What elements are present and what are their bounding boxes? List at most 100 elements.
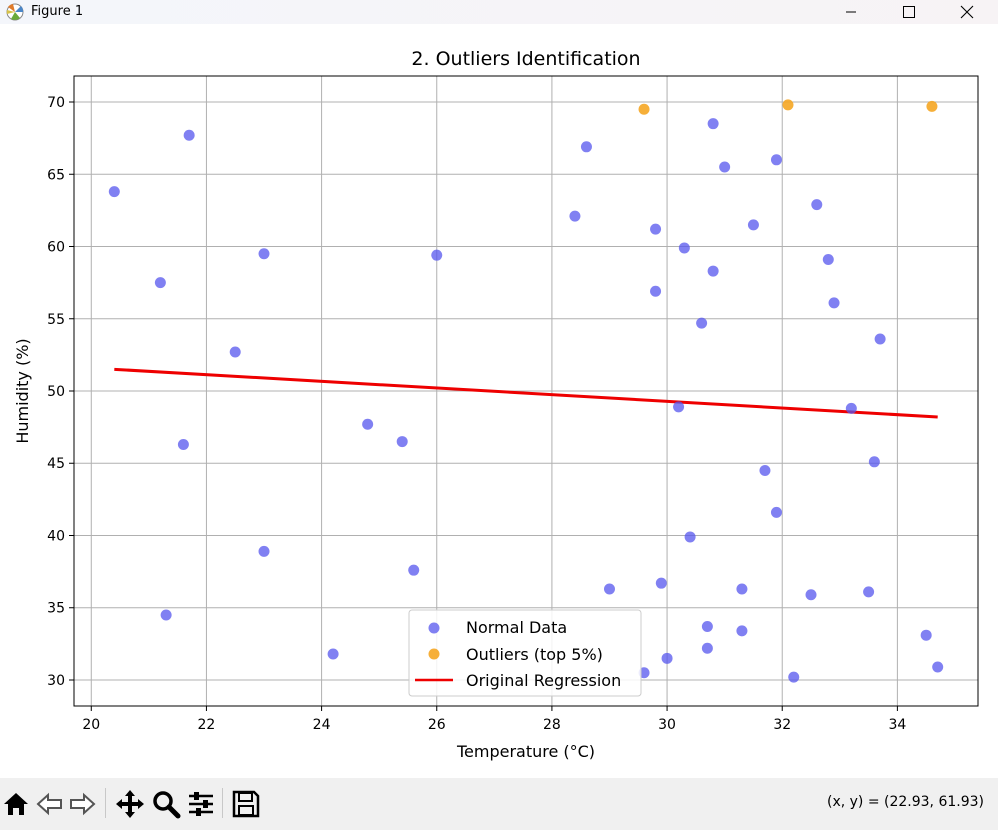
- normal-data-point: [673, 401, 685, 413]
- close-icon: [960, 5, 974, 19]
- toolbar-separator: [222, 788, 223, 818]
- configure-icon: [189, 792, 213, 816]
- legend: Normal Data Outliers (top 5%) Original R…: [408, 609, 642, 697]
- legend-label-normal: Normal Data: [466, 618, 567, 637]
- normal-data-point: [770, 506, 782, 518]
- normal-data-point: [650, 285, 662, 297]
- back-button[interactable]: [34, 788, 66, 820]
- normal-data-point: [160, 609, 172, 621]
- normal-data-point: [845, 402, 857, 414]
- back-icon: [36, 792, 62, 816]
- pan-icon: [116, 790, 144, 818]
- y-tick-label: 55: [47, 312, 65, 328]
- normal-data-point: [177, 438, 189, 450]
- normal-data-point: [736, 583, 748, 595]
- home-icon: [4, 793, 28, 815]
- x-axis-label: Temperature (°C): [456, 742, 595, 761]
- y-axis-label: Humidity (%): [13, 338, 32, 443]
- normal-data-point: [828, 297, 840, 309]
- normal-data-point: [736, 625, 748, 637]
- y-tick-label: 70: [47, 95, 65, 111]
- x-tick-label: 22: [198, 717, 216, 733]
- y-tick-label: 60: [47, 240, 65, 256]
- normal-data-point: [569, 210, 581, 222]
- normal-data-point: [747, 219, 759, 231]
- normal-data-point: [920, 629, 932, 641]
- x-tick-label: 26: [428, 717, 446, 733]
- y-tick-label: 40: [47, 528, 65, 544]
- toolbar-separator: [105, 788, 106, 818]
- maximize-button[interactable]: [886, 0, 932, 24]
- normal-data-point: [684, 531, 696, 543]
- normal-data-point: [661, 652, 673, 664]
- normal-data-point: [229, 346, 241, 358]
- save-icon: [232, 790, 260, 818]
- normal-data-point: [868, 456, 880, 468]
- legend-marker-normal: [428, 622, 440, 634]
- normal-data-point: [650, 223, 662, 235]
- normal-data-point: [154, 277, 166, 289]
- outlier-point: [638, 103, 650, 115]
- matplotlib-logo-icon: [6, 3, 24, 21]
- normal-data-point: [678, 242, 690, 254]
- home-button[interactable]: [0, 788, 32, 820]
- y-tick-label: 35: [47, 601, 65, 617]
- y-tick-label: 45: [47, 456, 65, 472]
- normal-data-point: [707, 118, 719, 130]
- legend-label-regression: Original Regression: [466, 671, 621, 690]
- normal-data-point: [770, 154, 782, 166]
- normal-data-point: [788, 671, 800, 683]
- x-tick-label: 24: [313, 717, 331, 733]
- legend-marker-outliers: [428, 648, 440, 660]
- normal-data-point: [811, 199, 823, 211]
- normal-data-point: [580, 141, 592, 153]
- normal-data-point: [258, 248, 270, 260]
- forward-icon: [70, 792, 96, 816]
- x-tick-label: 28: [543, 717, 561, 733]
- configure-subplots-button[interactable]: [185, 788, 217, 820]
- save-button[interactable]: [230, 788, 262, 820]
- normal-data-point: [655, 577, 667, 589]
- y-tick-label: 65: [47, 167, 65, 183]
- window-titlebar: Figure 1: [0, 0, 998, 24]
- legend-label-outliers: Outliers (top 5%): [466, 645, 603, 664]
- normal-data-point: [362, 418, 374, 430]
- normal-data-point: [258, 545, 270, 557]
- zoom-button[interactable]: [150, 788, 182, 820]
- x-tick-label: 32: [773, 717, 791, 733]
- navigation-toolbar: (x, y) = (22.93, 61.93): [0, 778, 998, 830]
- normal-data-point: [701, 642, 713, 654]
- normal-data-point: [431, 249, 443, 261]
- regression-line: [114, 367, 938, 419]
- chart-title: 2. Outliers Identification: [411, 48, 640, 70]
- window-title: Figure 1: [31, 4, 84, 19]
- maximize-icon: [903, 6, 915, 18]
- normal-data-point: [327, 648, 339, 660]
- zoom-icon: [153, 791, 181, 819]
- normal-data-point: [696, 317, 708, 329]
- y-tick-label: 50: [47, 384, 65, 400]
- normal-data-point: [108, 186, 120, 198]
- normal-data-point: [932, 661, 944, 673]
- normal-data-point: [603, 583, 615, 595]
- minimize-icon: [846, 11, 856, 13]
- normal-data-point: [874, 333, 886, 345]
- normal-data-point: [805, 589, 817, 601]
- normal-data-point: [396, 436, 408, 448]
- y-tick-label: 30: [47, 673, 65, 689]
- outlier-point: [926, 100, 938, 112]
- close-button[interactable]: [944, 0, 990, 24]
- normal-data-point: [759, 464, 771, 476]
- normal-data-point: [183, 129, 195, 141]
- cursor-coordinates: (x, y) = (22.93, 61.93): [826, 794, 984, 810]
- normal-data-point: [707, 265, 719, 277]
- minimize-button[interactable]: [828, 0, 874, 24]
- figure-canvas[interactable]: 20 22 24 26 28 30 32 34 30 35 40 45 50 55 60 65 70 2. Ou…: [0, 24, 998, 778]
- normal-data-point: [408, 564, 420, 576]
- normal-data-point: [822, 254, 834, 266]
- outlier-point: [782, 99, 794, 111]
- normal-data-point: [701, 621, 713, 633]
- pan-button[interactable]: [114, 788, 146, 820]
- forward-button[interactable]: [66, 788, 98, 820]
- x-tick-label: 30: [658, 717, 676, 733]
